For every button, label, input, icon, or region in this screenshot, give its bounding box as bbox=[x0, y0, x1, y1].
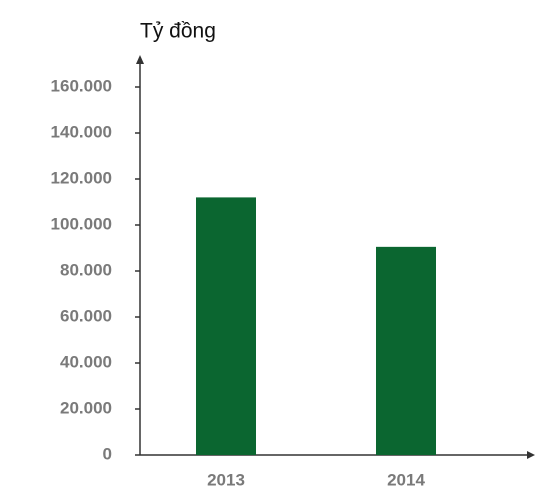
y-tick-label: 160.000 bbox=[51, 76, 112, 95]
x-axis-arrow bbox=[527, 451, 535, 459]
x-tick-label: 2013 bbox=[207, 470, 245, 489]
x-tick-label: 2014 bbox=[387, 470, 425, 489]
y-tick-label: 60.000 bbox=[60, 306, 112, 325]
y-tick-label: 100.000 bbox=[51, 214, 112, 233]
y-tick-label: 120.000 bbox=[51, 168, 112, 187]
y-tick-label: 140.000 bbox=[51, 122, 112, 141]
bar bbox=[196, 197, 256, 455]
y-tick-label: 0 bbox=[103, 444, 112, 463]
y-axis-label: Tỷ đồng bbox=[140, 20, 216, 43]
y-axis-arrow bbox=[136, 55, 144, 64]
y-tick-label: 80.000 bbox=[60, 260, 112, 279]
bar bbox=[376, 246, 436, 455]
y-tick-label: 20.000 bbox=[60, 398, 112, 417]
y-tick-label: 40.000 bbox=[60, 352, 112, 371]
